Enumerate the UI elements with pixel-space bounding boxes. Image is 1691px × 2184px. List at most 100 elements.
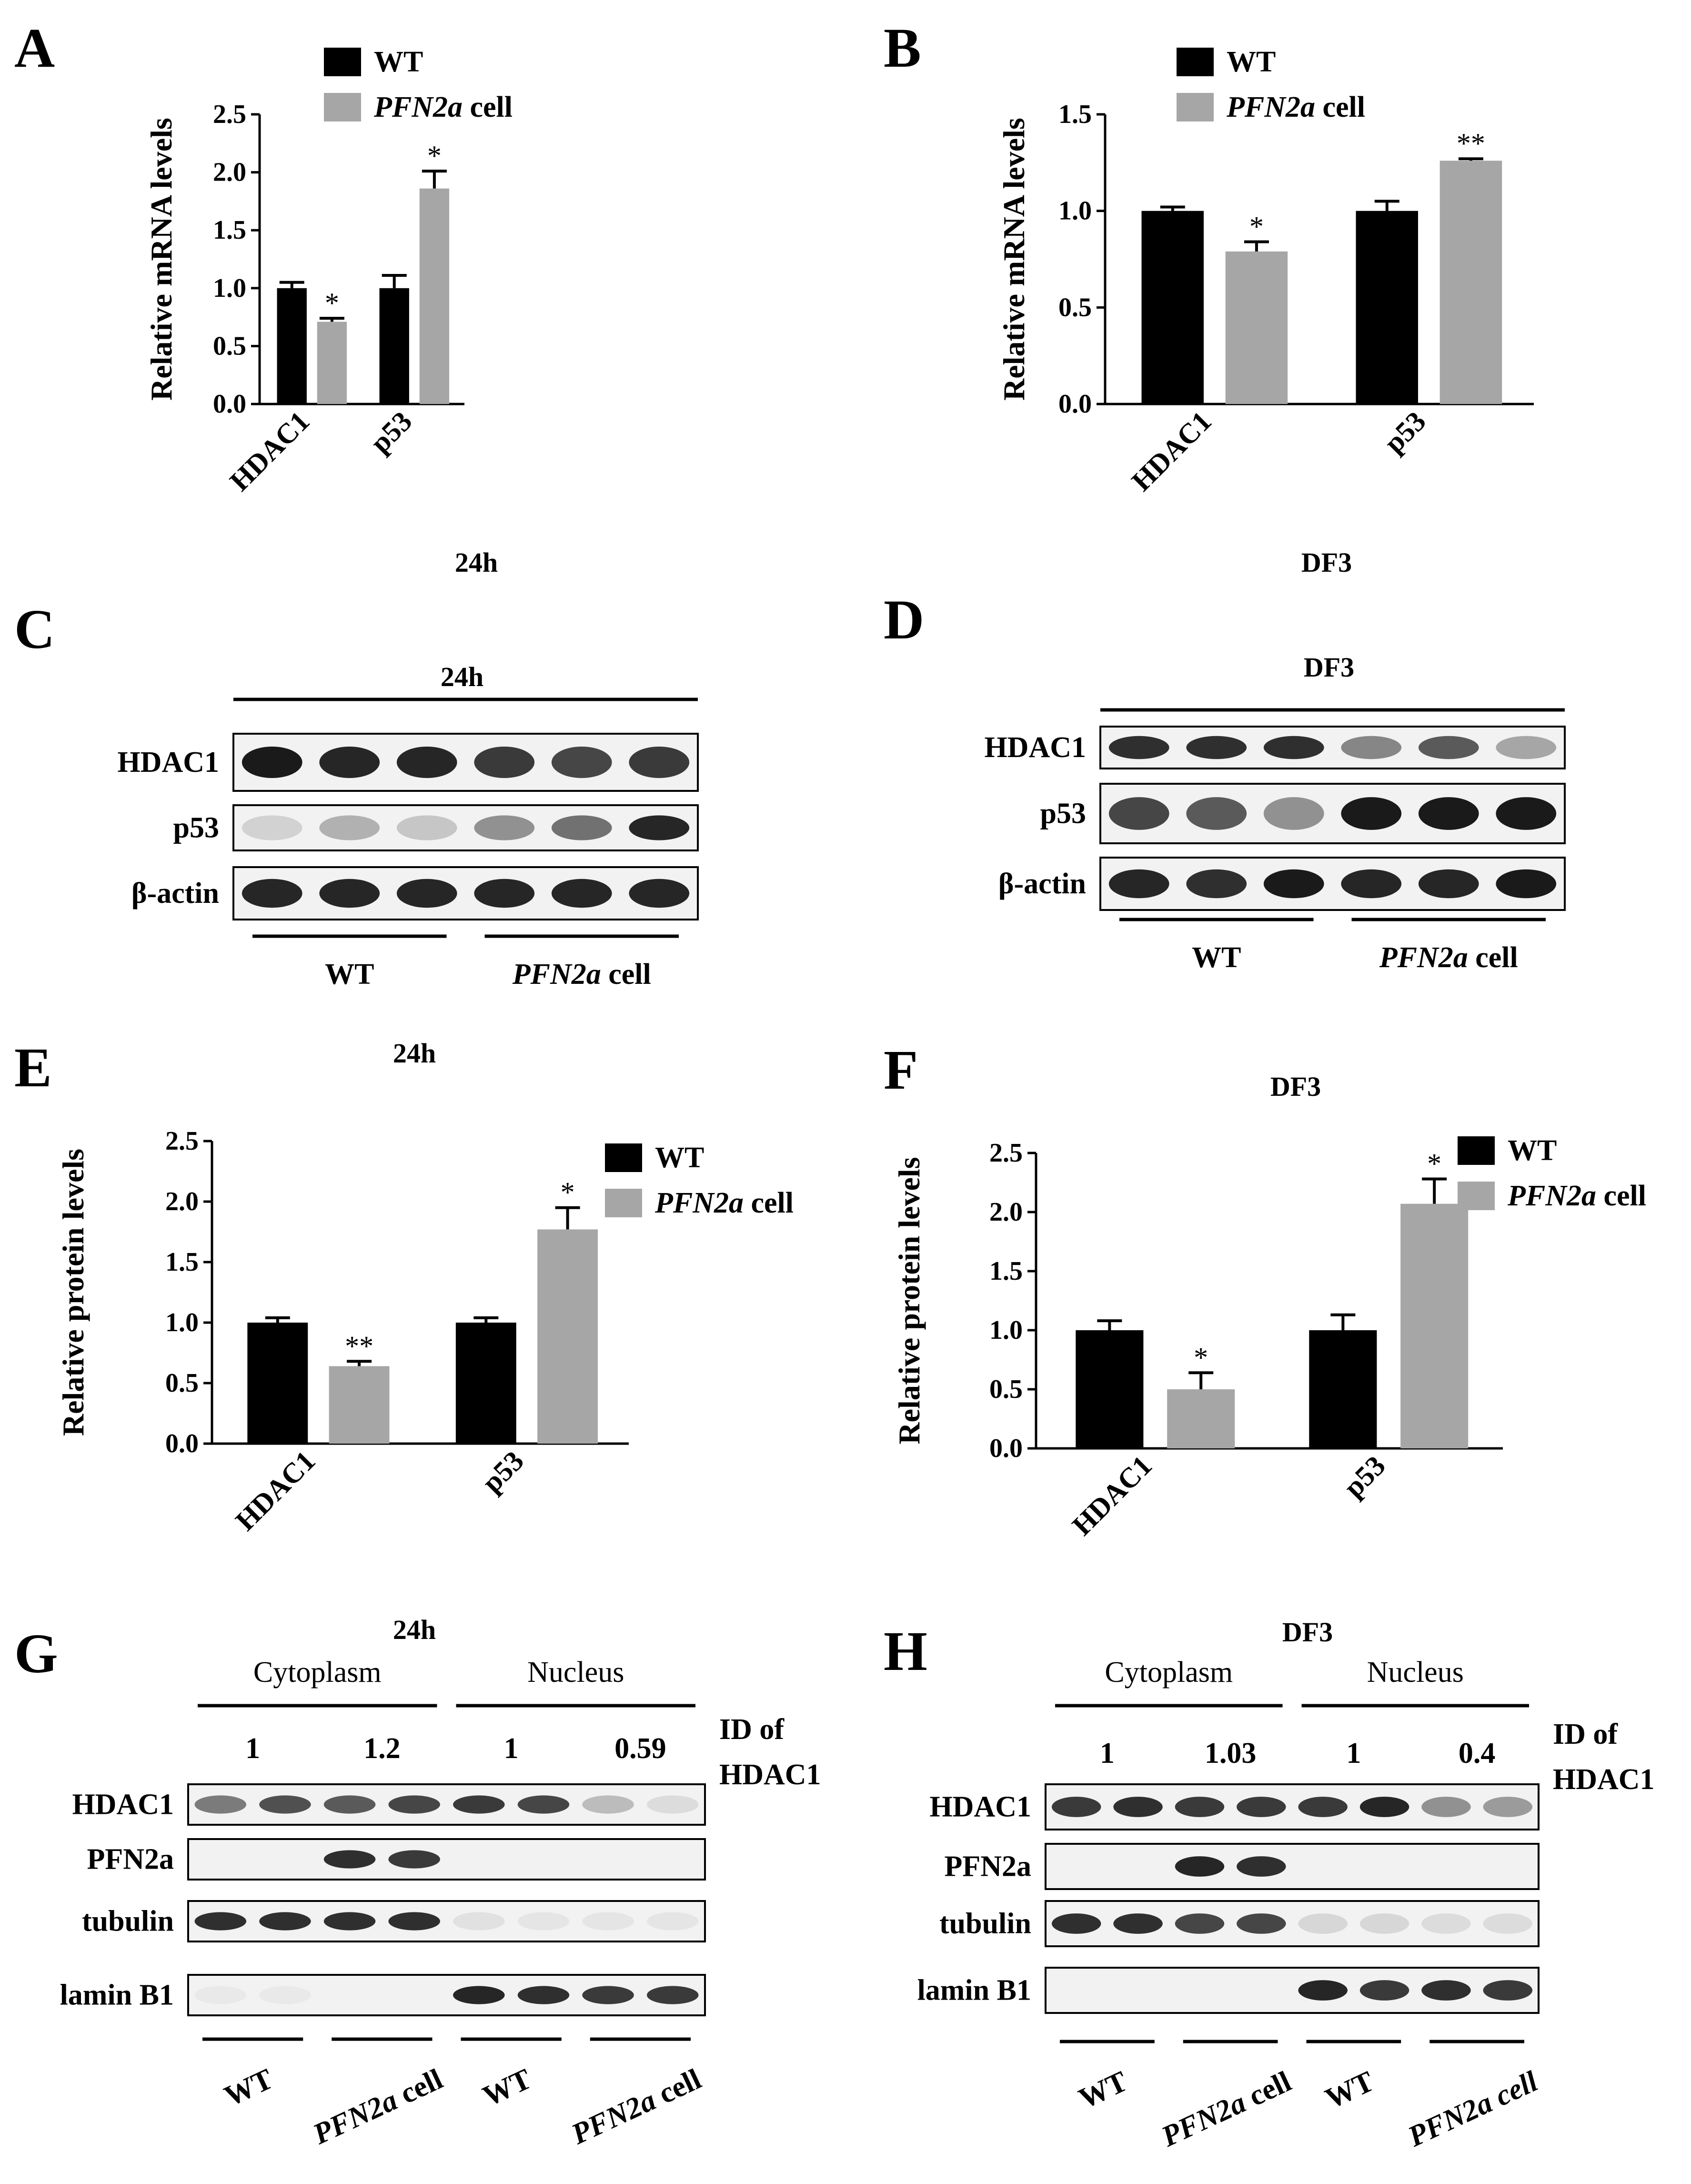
band [1186, 869, 1247, 899]
significance-star: * [1249, 211, 1264, 243]
band [1186, 797, 1247, 830]
band [259, 1912, 311, 1931]
y-tick-label: 2.5 [165, 1126, 199, 1156]
band [1237, 1913, 1286, 1934]
y-tick-label: 1.5 [165, 1247, 199, 1277]
blot-row-label: p53 [1040, 798, 1086, 830]
band [388, 1912, 440, 1931]
id-value: 1.2 [363, 1732, 401, 1765]
band [646, 1795, 699, 1814]
blot-strip [187, 1838, 706, 1881]
x-tick-label: p53 [1378, 405, 1432, 459]
band [388, 1850, 440, 1869]
legend-italic: PFN2a [1226, 91, 1315, 123]
band [1175, 1797, 1225, 1817]
y-tick-label: 1.5 [1058, 100, 1092, 129]
legend-italic: PFN2a [566, 2084, 661, 2151]
bar [1076, 1330, 1144, 1448]
band [1483, 1980, 1533, 2001]
band [1496, 736, 1557, 759]
chart-title: DF3 [1270, 1071, 1321, 1102]
legend-label: WT [1508, 1134, 1557, 1167]
blot-strip [232, 804, 699, 851]
group-label: PFN2a cell [512, 958, 651, 991]
legend-italic: PFN2a [373, 91, 463, 123]
y-tick-label: 1.5 [989, 1256, 1023, 1286]
blot-panel-G: G 24h Cytoplasm Nucleus 1 1.2 1 0.59 ID of HDAC1 H… [14, 1614, 821, 2151]
bar [1309, 1330, 1377, 1448]
id-value: 0.59 [614, 1732, 666, 1765]
y-tick-label: 2.0 [213, 158, 246, 187]
blot-row-label: HDAC1 [72, 1789, 174, 1821]
y-tick-label: 0.0 [1058, 389, 1092, 419]
band [1263, 869, 1324, 899]
bar [419, 188, 450, 404]
band [453, 1795, 505, 1814]
band [396, 879, 457, 908]
id-value: 0.4 [1459, 1737, 1496, 1769]
group-label: PFN2a cell [1403, 2065, 1543, 2153]
band [1341, 869, 1402, 899]
y-axis-label: Relative mRNA levels [997, 118, 1031, 401]
band [517, 1912, 570, 1931]
legend-swatch [1177, 93, 1214, 121]
band [1359, 1913, 1409, 1934]
legend-italic: PFN2a [512, 958, 601, 991]
band [259, 1986, 311, 2004]
blot-row-label: p53 [173, 812, 219, 844]
band [1113, 1913, 1163, 1934]
band [582, 1795, 634, 1814]
blot-row-label: tubulin [82, 1905, 174, 1938]
panel-letter: H [884, 1620, 927, 1682]
fraction-label: Cytoplasm [253, 1656, 382, 1689]
blot-row-label: β-actin [998, 868, 1086, 900]
x-tick-label: HDAC1 [224, 405, 316, 497]
band [582, 1912, 634, 1931]
band [1421, 1797, 1471, 1817]
blot-panel-H: H DF3 Cytoplasm Nucleus 1 1.03 1 0.4 ID of HDAC1 H… [884, 1617, 1655, 2154]
group-label: WT [325, 958, 374, 991]
band [1237, 1797, 1286, 1817]
bar [317, 322, 347, 404]
band [1418, 736, 1479, 759]
blot-strip [232, 866, 699, 920]
x-tick-label: HDAC1 [230, 1445, 322, 1537]
band [1483, 1797, 1533, 1817]
bar [1356, 211, 1418, 404]
legend-label: PFN2a cell [654, 1187, 794, 1219]
band [1263, 736, 1324, 759]
id-value: 1 [1100, 1737, 1115, 1769]
band [517, 1795, 570, 1814]
band [388, 1795, 440, 1814]
legend-swatch [1458, 1182, 1495, 1210]
blot-title: DF3 [1304, 652, 1354, 683]
bar [1400, 1203, 1469, 1448]
id-value: 1 [245, 1732, 260, 1765]
y-tick-label: 2.5 [213, 100, 246, 129]
legend-label: PFN2a cell [1226, 91, 1365, 123]
band [242, 815, 302, 840]
legend-suffix: cell [601, 958, 651, 991]
band [1263, 797, 1324, 830]
blot-title: 24h [441, 661, 483, 692]
y-tick-label: 0.5 [1058, 293, 1092, 322]
blot-strip [1099, 857, 1566, 911]
legend-label: PFN2a cell [373, 91, 513, 123]
y-tick-label: 1.0 [165, 1308, 199, 1337]
fraction-label: Cytoplasm [1105, 1656, 1233, 1689]
blot-row-label: lamin B1 [917, 1974, 1031, 2007]
y-axis-label: Relative protein levels [56, 1149, 90, 1436]
group-label: WT [220, 2063, 278, 2113]
group-label: WT [1192, 941, 1241, 974]
legend-swatch [605, 1143, 642, 1172]
blot-row-label: tubulin [939, 1908, 1031, 1940]
panel-letter: E [14, 1036, 52, 1099]
panel-letter: C [14, 598, 55, 660]
legend-label: WT [655, 1142, 704, 1174]
id-label: ID of [1553, 1718, 1618, 1750]
band [646, 1912, 699, 1931]
y-tick-label: 2.0 [165, 1187, 199, 1216]
panel-letter: B [884, 17, 921, 79]
x-tick-label: p53 [364, 405, 418, 459]
